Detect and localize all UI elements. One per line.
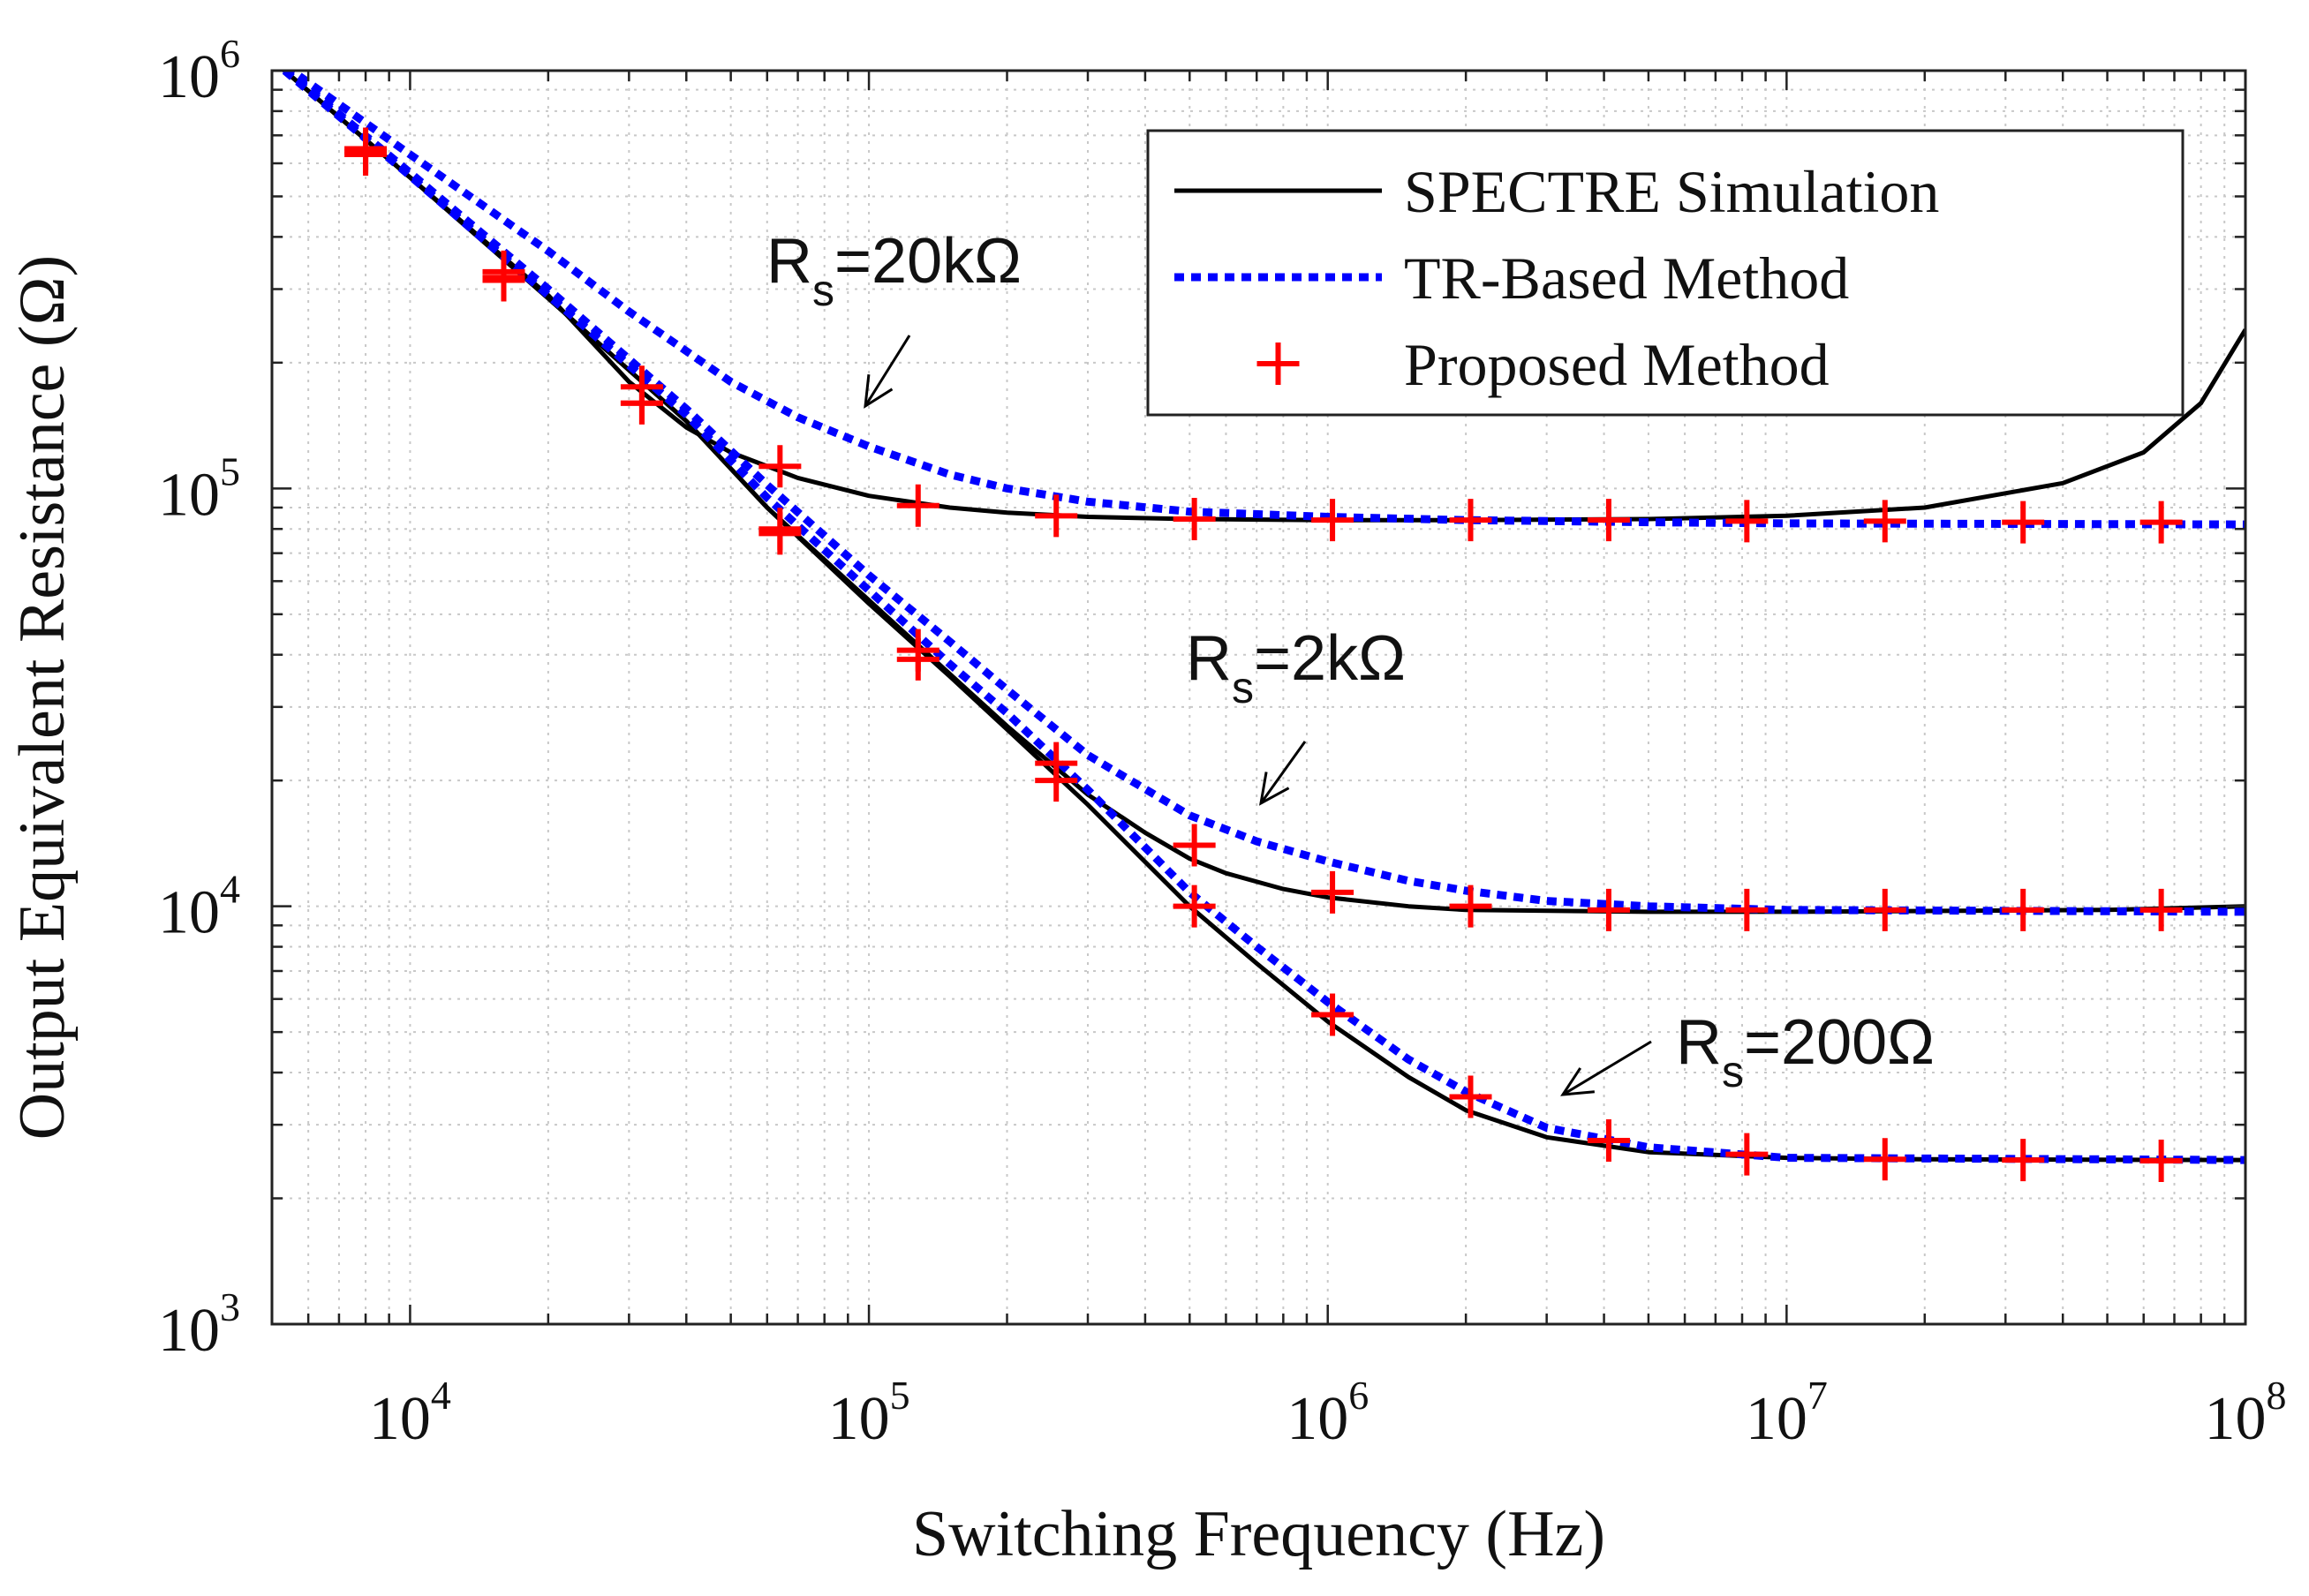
annotation-arrow-head [864, 374, 894, 409]
y-tick-label: 103 [158, 1284, 240, 1365]
proposed-method-marker [1311, 993, 1354, 1036]
proposed-method-marker [1587, 499, 1630, 542]
annotation-label: Rs=2kΩ [1186, 623, 1406, 712]
annotation-arrow-head [1258, 772, 1290, 806]
x-tick-label: 108 [2205, 1373, 2287, 1453]
y-axis-title: Output Equivalent Resistance (Ω) [6, 255, 79, 1140]
proposed-method-marker [896, 484, 939, 527]
proposed-method-marker [758, 512, 802, 555]
proposed-method-marker [1311, 870, 1354, 914]
legend-label: SPECTRE Simulation [1404, 158, 1939, 225]
legend: SPECTRE Simulation TR-Based Method Propose… [1146, 129, 2184, 417]
proposed-method-marker [1449, 1075, 1492, 1118]
proposed-method-marker [2002, 501, 2045, 544]
proposed-method-marker [758, 445, 802, 488]
annotation-arrow-head [1560, 1067, 1595, 1096]
proposed-method-marker [482, 256, 525, 299]
annotation-arrow-shaft [864, 335, 911, 407]
series-line-spectre [281, 71, 2245, 523]
x-tick-label: 104 [369, 1373, 451, 1453]
legend-label: TR-Based Method [1404, 245, 1849, 312]
plot-frame [270, 69, 2247, 1326]
proposed-method-marker [1725, 1133, 1769, 1176]
proposed-method-marker [2139, 1139, 2183, 1182]
annotations: Rs=20kΩ Rs=2kΩ Rs=200Ω [766, 226, 1935, 1096]
proposed-method-marker [1449, 499, 1492, 542]
y-tick-label: 105 [158, 448, 240, 529]
annotation-label: Rs=20kΩ [766, 226, 1022, 315]
proposed-method-marker [1587, 1119, 1630, 1163]
proposed-method-marker [1725, 500, 1769, 543]
annotation: Rs=2kΩ [1186, 623, 1406, 806]
proposed-method-marker [1587, 888, 1630, 931]
annotation-arrow-shaft [1259, 741, 1307, 804]
proposed-method-marker [2139, 888, 2183, 931]
proposed-method-marker [1035, 759, 1078, 802]
axis-ticks: 104 105 106 107 108 103 104 105 106 [158, 31, 2287, 1453]
annotation: Rs=20kΩ [766, 226, 1022, 409]
legend-label: Proposed Method [1404, 331, 1830, 398]
proposed-method-marker [896, 637, 939, 681]
x-axis-title: Switching Frequency (Hz) [912, 1498, 1605, 1570]
proposed-method-marker [1863, 888, 1906, 931]
annotation-label: Rs=200Ω [1676, 1007, 1935, 1096]
proposed-method-marker [1863, 500, 1906, 543]
proposed-method-marker [1311, 499, 1354, 542]
annotation-arrow-shaft [1562, 1040, 1652, 1096]
annotation: Rs=200Ω [1560, 1007, 1935, 1096]
proposed-method-marker [2139, 501, 2183, 544]
series-line-tr-based [278, 71, 2245, 1164]
proposed-method-marker [1863, 1138, 1906, 1181]
proposed-method-marker [1035, 494, 1078, 538]
series-line-tr-based [284, 71, 2245, 529]
proposed-method-marker [344, 132, 388, 176]
proposed-method-marker [1725, 888, 1769, 931]
series-line-tr-based [280, 71, 2245, 916]
proposed-method-marker [1449, 885, 1492, 928]
y-tick-label: 104 [158, 867, 240, 947]
proposed-method-marker [2002, 888, 2045, 931]
x-tick-label: 105 [828, 1373, 910, 1453]
x-tick-label: 106 [1287, 1373, 1369, 1453]
proposed-method-marker [1173, 885, 1216, 928]
proposed-method-marker [620, 381, 663, 425]
legend-box [1146, 129, 2184, 417]
proposed-method-marker [2002, 1139, 2045, 1182]
proposed-method-marker [1173, 497, 1216, 540]
y-tick-label: 106 [158, 31, 240, 111]
series-layer [278, 71, 2245, 1182]
x-tick-label: 107 [1746, 1373, 1828, 1453]
proposed-method-marker [1173, 824, 1216, 867]
